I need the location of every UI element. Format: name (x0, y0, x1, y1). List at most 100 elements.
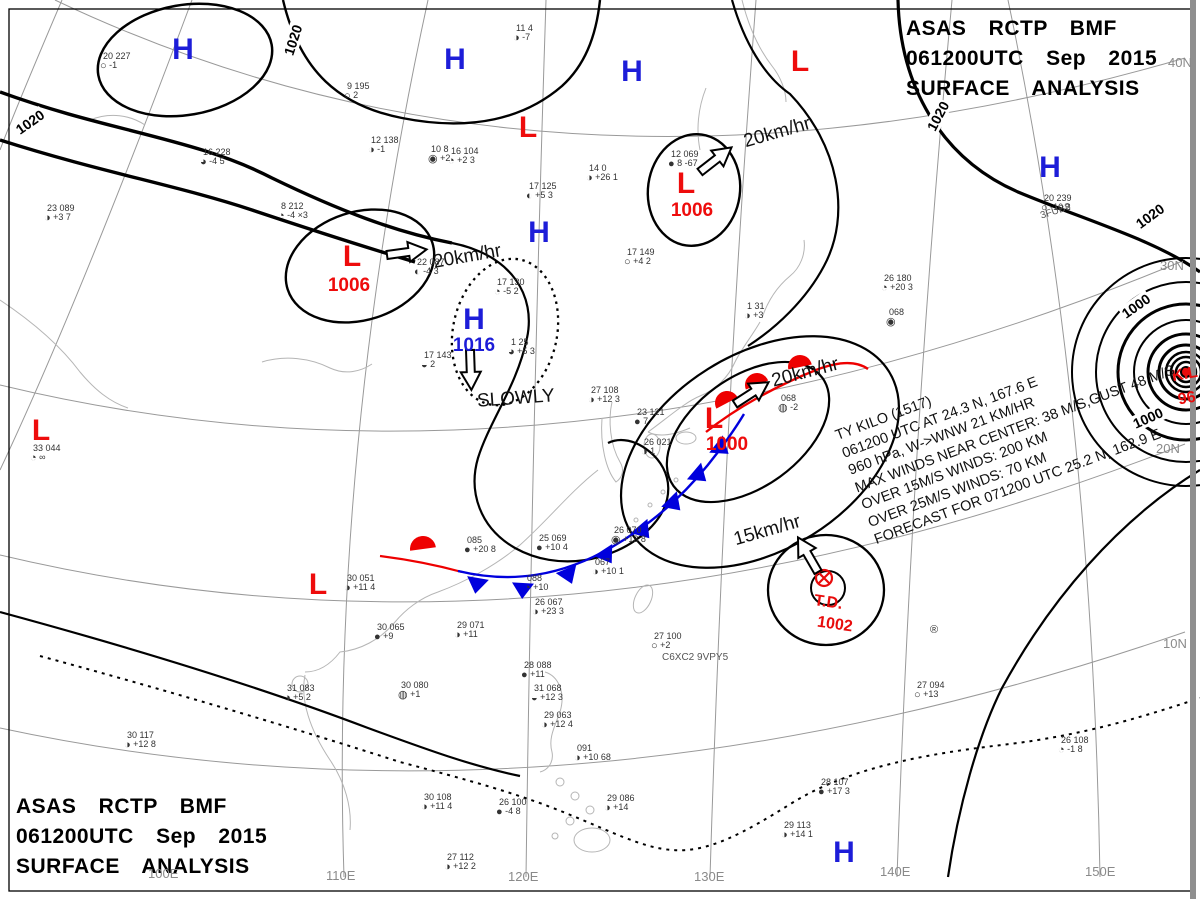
longitude-label: 110E (326, 868, 356, 883)
station-plot: 30 117 ◑ +12 8 (124, 730, 156, 751)
td-label: T.D. (813, 592, 844, 613)
station-plot: 20 227 ○ -1 (100, 51, 131, 72)
station-plot: 33 044 ◔ ∞ (30, 443, 61, 464)
motion-label: SLOWLY (476, 385, 556, 412)
title-line: ASAS RCTP BMF (16, 795, 227, 818)
station-plot: 16 104 ◔ +2 3 (448, 146, 479, 167)
station-plot: 26 021 ◑ 1 (641, 437, 672, 458)
pressure-center-l: L (342, 240, 362, 273)
motion-label: 15km/hr (731, 510, 804, 551)
pressure-center-h: H (1039, 151, 1061, 184)
station-plot: 23 121 ● 7 (634, 407, 665, 428)
latitude-label: 30N (1160, 258, 1184, 273)
station-plot: 091 ◑ +10 68 (574, 743, 611, 764)
isobar-label: 1020 (1131, 199, 1169, 233)
station-plot: 31 083 ◑ +5 2 (284, 683, 315, 704)
pressure-center-l: L (31, 414, 51, 447)
station-plot: 30 051 ◑ +11 4 (344, 573, 376, 594)
station-plot: 29 071 ◑ +11 (454, 620, 485, 641)
pressure-value: 1016 (452, 335, 496, 356)
pressure-center-h: H (463, 303, 485, 336)
motion-label: 20km/hr (769, 353, 842, 392)
station-plot: 26 180 ◔ +20 3 (881, 273, 913, 294)
station-plot: 27 100 ○ +2 (651, 631, 682, 652)
station-plot: 29 086 ◑ +14 (604, 793, 635, 814)
station-plot: 27 112 ◑ +12 2 (444, 852, 476, 873)
station-plot: 16 228 ◕ -4 5 (200, 147, 231, 168)
station-plot: 22 087 ◐ -4 3 (414, 257, 445, 278)
station-plot: 26 108 ◔ -1 8 (1058, 735, 1089, 756)
title-line: 061200UTC Sep 2015 (16, 825, 268, 848)
station-plot: 067 ◑ +10 1 (592, 557, 624, 578)
station-plot: 26 067 ◑ +23 3 (532, 597, 564, 618)
station-plot: 29 113 ◑ +14 1 (781, 820, 813, 841)
station-plot: 26 070 ◉ +13 8 (611, 525, 646, 546)
station-plot: 11 4 ◑ -7 (513, 23, 533, 44)
station-plot: 28 107 ● +17 3 (818, 777, 850, 798)
pressure-center-l: L (676, 167, 696, 200)
latitude-label: 10N (1163, 636, 1187, 651)
station-callsign: C6XC2 9VPY5 (662, 652, 729, 663)
isobar-label: 1020 (923, 97, 953, 135)
station-plot: 25 069 ● +10 4 (536, 533, 568, 554)
station-plot: 17 143 ◒ 2 (421, 350, 452, 371)
pressure-value: 1006 (327, 275, 371, 296)
station-plot: 1 25 ◕ +5 3 (508, 337, 535, 358)
station-plot: 14 0 ◑ +26 1 (586, 163, 618, 184)
station-plot: 31 068 ◒ +12 3 (531, 683, 563, 704)
title-line: SURFACE ANALYSIS (16, 855, 250, 878)
station-plot: 29 063 ◑ +12 4 (541, 710, 573, 731)
pressure-value: 1000 (705, 434, 749, 455)
station-plot: 068 ◍ -2 (778, 393, 799, 414)
scan-edge (1190, 0, 1196, 899)
station-plot: 23 089 ◑ +3 7 (44, 203, 75, 224)
latitude-label: 40N (1168, 55, 1192, 70)
pressure-center-h: H (172, 33, 194, 66)
station-plot: 1 31 ◑ +3 (744, 301, 765, 322)
station-plot: 28 088 ● +11 (521, 660, 552, 681)
chart-title-top-right: ASAS RCTP BMF 061200UTC Sep 2015 SURFACE… (906, 14, 1157, 104)
station-plot: 17 125 ◐ +5 3 (526, 181, 557, 202)
coastlines (0, 0, 805, 853)
station-plot: 26 100 ● -4 8 (496, 797, 527, 818)
pressure-center-h: H (621, 55, 643, 88)
title-line: 061200UTC Sep 2015 (906, 47, 1158, 70)
motion-label: 20km/hr (741, 112, 814, 153)
station-plot: 20 239 ○ -10 2 (1041, 193, 1072, 214)
station-plot: 17 149 ○ +4 2 (624, 247, 655, 268)
pressure-center-l: L (518, 111, 538, 144)
td-symbol (814, 568, 834, 588)
station-plot: 27 094 ○ +13 (914, 680, 945, 701)
station-plot: 068 ◉ (886, 307, 905, 328)
pressure-center-h: H (528, 216, 550, 249)
longitude-label: 150E (1085, 864, 1116, 879)
pressure-center-l: L (790, 45, 810, 78)
station-plot: 085 ● +20 8 (464, 535, 496, 556)
station-plot: 12 069 ● 8 -67 (668, 149, 699, 170)
graticule-lines (0, 0, 1186, 878)
longitude-label: 120E (508, 869, 539, 884)
isobar-label: 1020 (11, 105, 49, 139)
pressure-center-h: H (444, 43, 466, 76)
typhoon-kilo-rings (1071, 257, 1200, 487)
chart-title-bottom-left: ASAS RCTP BMF 061200UTC Sep 2015 SURFACE… (16, 792, 267, 882)
pressure-center-l: L (308, 568, 328, 601)
title-line: ASAS RCTP BMF (906, 17, 1117, 40)
station-plot: 8 212 ◔ -4 ×3 (278, 201, 308, 222)
station-plot: 27 108 ◑ +12 3 (588, 385, 620, 406)
longitude-label: 140E (880, 864, 911, 879)
fronts (379, 355, 869, 599)
station-plot: ® (930, 624, 939, 636)
station-plot: 30 065 ● +9 (374, 622, 405, 643)
station-plot: 17 130 ◔ -5 2 (494, 277, 525, 298)
td-pressure-label: 1002 (816, 613, 854, 636)
station-plot: 30 108 ◑ +11 4 (421, 792, 453, 813)
pressure-center-h: H (833, 836, 855, 869)
typhoon-center-dot (1182, 368, 1190, 376)
station-plot: 9 195 ○ 2 (344, 81, 370, 102)
pressure-center-l: L (704, 402, 724, 435)
station-plot: 12 138 ◑ -1 (368, 135, 399, 156)
